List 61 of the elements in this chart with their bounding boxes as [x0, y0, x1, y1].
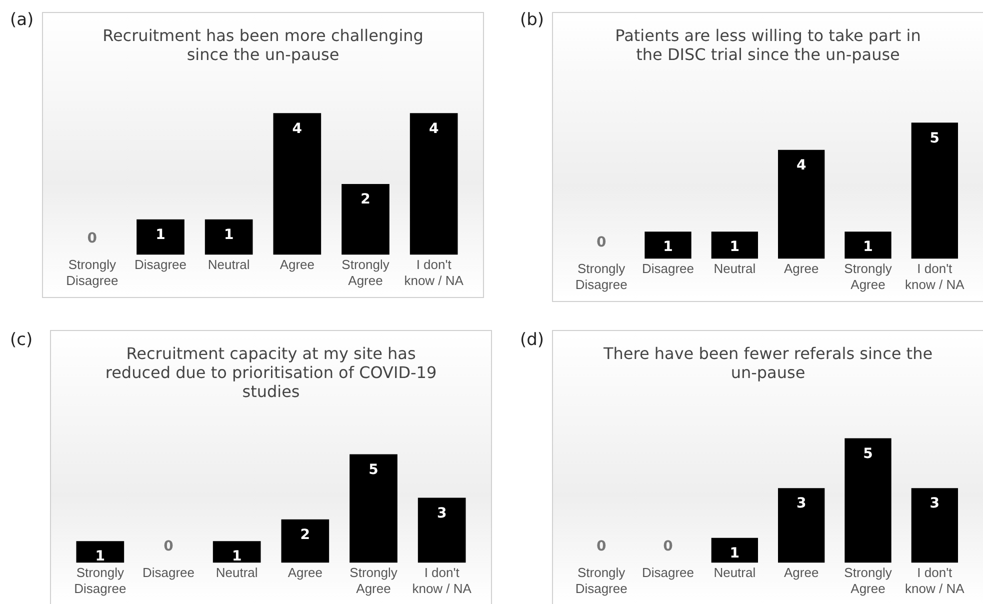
x-tick-label: Strongly Disagree — [575, 261, 628, 292]
x-tick-label: Neutral — [208, 257, 250, 272]
x-tick-label: Neutral — [216, 565, 258, 580]
data-label: 3 — [436, 505, 447, 522]
x-tick-label: Disagree — [134, 257, 187, 272]
data-label: 1 — [730, 546, 740, 562]
data-label: 4 — [796, 158, 806, 174]
x-tick-label: Agree — [784, 261, 819, 276]
data-label: 1 — [232, 548, 242, 565]
x-tick-label: Strongly Agree — [342, 257, 390, 288]
x-tick-label: Disagree — [642, 261, 694, 276]
x-tick-label: Strongly Disagree — [66, 257, 118, 288]
bar — [212, 541, 261, 563]
data-label: 1 — [95, 548, 106, 565]
data-label: 0 — [87, 230, 98, 246]
bar — [350, 454, 398, 563]
bar — [418, 498, 466, 563]
data-label: 3 — [930, 496, 940, 512]
text: (c) — [10, 330, 33, 350]
x-tick-label: Neutral — [714, 261, 756, 276]
chart-title: There have been fewer referals since the un-pause — [602, 344, 933, 382]
x-tick-label: I don't know / NA — [905, 261, 965, 292]
x-tick-label: Strongly Disagree — [74, 565, 126, 596]
data-label: 1 — [730, 239, 740, 256]
bar — [281, 519, 330, 563]
x-tick-label: Strongly Agree — [844, 565, 892, 596]
x-tick-label: Disagree — [142, 565, 195, 580]
data-label: 3 — [796, 496, 806, 512]
x-tick-label: I don't know / NA — [412, 565, 472, 596]
x-tick-label: Strongly Agree — [844, 261, 892, 292]
x-tick-label: Disagree — [642, 565, 694, 580]
data-label: 5 — [368, 462, 378, 478]
x-tick-label: Agree — [280, 257, 315, 272]
data-label: 5 — [930, 130, 940, 146]
data-label: 2 — [360, 192, 370, 208]
data-label: 1 — [663, 239, 673, 256]
data-label: 0 — [164, 538, 174, 554]
data-label: 1 — [224, 227, 234, 244]
data-label: 1 — [156, 227, 166, 244]
chart-title: Recruitment has been more challenging since the un-pause — [102, 26, 424, 64]
x-tick-label: Strongly Disagree — [575, 565, 628, 596]
x-tick-label: I don't know / NA — [404, 257, 464, 288]
data-label: 0 — [663, 538, 674, 554]
chart-title: Patients are less willing to take part in the DISC trial since the un-pause — [615, 26, 921, 64]
data-label: 5 — [863, 446, 873, 462]
text: (a) — [10, 10, 34, 30]
text: (d) — [520, 330, 544, 350]
x-tick-label: I don't know / NA — [905, 565, 965, 596]
x-tick-label: Strongly Agree — [350, 565, 398, 596]
x-tick-label: Neutral — [714, 565, 756, 580]
bar — [76, 541, 124, 563]
data-label: 4 — [428, 120, 439, 137]
data-label: 1 — [863, 239, 873, 256]
data-label: 4 — [292, 120, 302, 137]
data-label: 0 — [596, 234, 606, 250]
x-tick-label: Agree — [784, 565, 819, 580]
x-tick-label: Agree — [288, 565, 323, 580]
chart-title: Recruitment capacity at my site has reduced due to prioritisation of COVID-19 studies — [105, 344, 437, 402]
data-label: 0 — [596, 538, 606, 554]
text: (b) — [520, 10, 544, 30]
data-label: 2 — [300, 527, 310, 544]
